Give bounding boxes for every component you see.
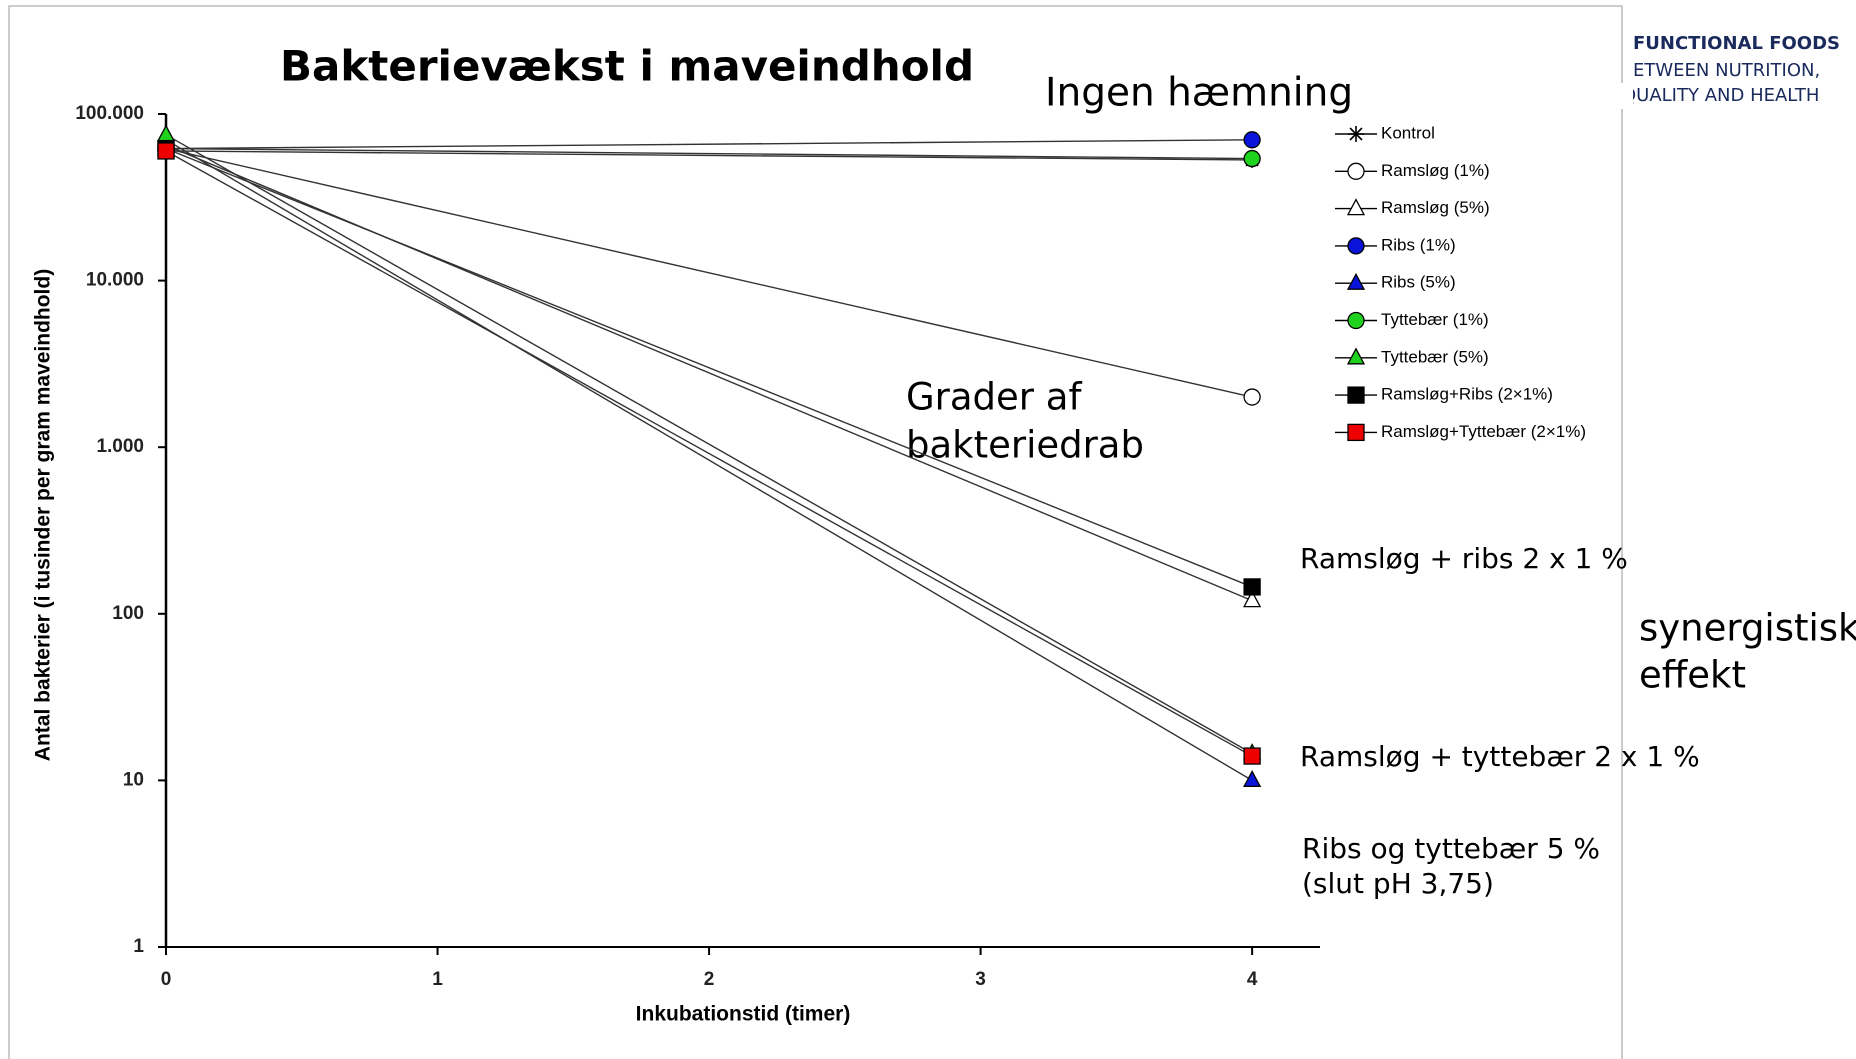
legend-label: Ramsløg+Tyttebær (2×1%) (1381, 422, 1586, 441)
series-line (165, 134, 1253, 755)
legend-label: Tyttebær (5%) (1381, 347, 1489, 366)
series-line (165, 139, 1253, 782)
legend-marker (1348, 126, 1364, 142)
annotation: bakteriedrab (906, 424, 1144, 467)
marker (1243, 388, 1261, 406)
legend-marker (1347, 162, 1365, 180)
legend-marker (1347, 386, 1365, 404)
header-crop (1605, 83, 1633, 109)
y-tick-label: 100 (112, 603, 144, 624)
x-tick-label: 2 (704, 969, 715, 990)
legend-label: Kontrol (1381, 123, 1435, 142)
series-line (165, 144, 1253, 602)
legend-marker (1346, 272, 1366, 290)
series-line (165, 150, 1253, 161)
marker (1243, 770, 1262, 788)
marker (1243, 149, 1261, 168)
x-tick-label: 1 (432, 969, 443, 990)
legend-marker (1346, 198, 1366, 216)
annotation: Ribs og tyttebær 5 % (1302, 832, 1600, 865)
x-axis-label: Inkubationstid (timer) (636, 1003, 851, 1026)
frame (8, 5, 1623, 1059)
header-line: QUALITY AND HEALTH (1622, 85, 1819, 106)
series-line (165, 147, 1253, 398)
legend-label: Ramsløg (5%) (1381, 198, 1490, 217)
y-tick-label: 100.000 (75, 103, 144, 124)
marker (1243, 747, 1261, 765)
marker (1243, 590, 1262, 608)
marker (1243, 131, 1261, 149)
marker (156, 124, 176, 142)
annotation: Ramsløg + tyttebær 2 x 1 % (1300, 740, 1700, 773)
legend-marker (1347, 237, 1365, 255)
legend-marker (1347, 423, 1365, 442)
series-line (165, 150, 1253, 757)
header-line: ETWEEN NUTRITION, (1633, 60, 1820, 81)
y-tick-label: 1 (133, 936, 144, 957)
annotation: Ingen hæmning (1045, 71, 1353, 116)
legend-label: Ramsløg (1%) (1381, 161, 1490, 180)
legend-marker (1347, 311, 1365, 330)
legend-label: Tyttebær (1%) (1381, 310, 1489, 329)
y-axis-label: Antal bakterier (i tusinder per gram mav… (32, 269, 55, 761)
legend-label: Ribs (1%) (1381, 235, 1456, 254)
series-line (165, 147, 1253, 588)
annotation: effekt (1639, 654, 1746, 697)
x-tick-label: 3 (975, 969, 986, 990)
series-line (165, 147, 1253, 160)
annotation: (slut pH 3,75) (1302, 867, 1494, 900)
annotation: Ramsløg + ribs 2 x 1 % (1300, 542, 1628, 575)
series-line (165, 139, 1253, 150)
header-line: FUNCTIONAL FOODS (1633, 33, 1840, 54)
legend-label: Ribs (5%) (1381, 273, 1456, 292)
annotation: synergistisk (1639, 607, 1856, 650)
x-tick-label: 0 (161, 969, 172, 990)
marker (1243, 578, 1261, 596)
chart-title: Bakterievækst i maveindhold (280, 42, 974, 91)
marker (157, 142, 175, 160)
legend-marker (1346, 347, 1366, 365)
y-tick-label: 1.000 (96, 436, 144, 457)
x-tick-label: 4 (1247, 969, 1258, 990)
legend-label: Ramsløg+Ribs (2×1%) (1381, 385, 1553, 404)
y-tick-label: 10.000 (86, 270, 144, 291)
annotation: Grader af (906, 376, 1082, 419)
y-tick-label: 10 (123, 769, 144, 790)
